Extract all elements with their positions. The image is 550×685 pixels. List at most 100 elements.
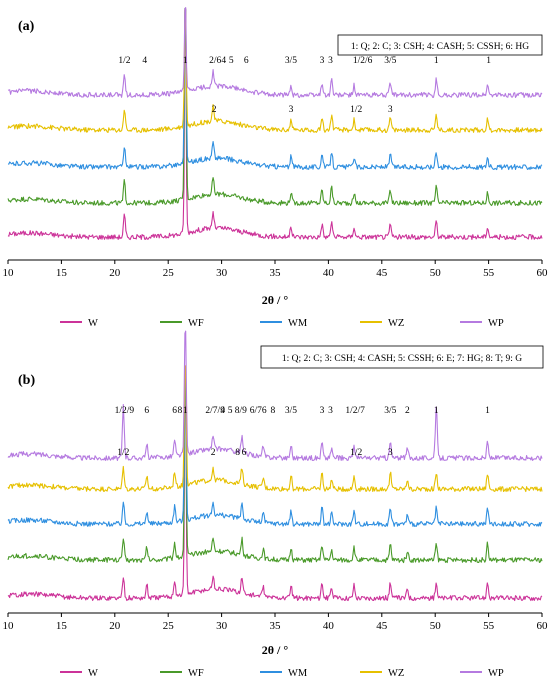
legend-label-wz: WZ [388,318,404,329]
series-line-w [7,368,543,602]
peak-label: 4 [221,56,226,66]
peak-label: 6 [262,406,267,416]
x-axis-label-a: 2θ / ° [262,293,289,307]
series-line-w [7,8,543,241]
peak-label: 3 [320,406,325,416]
x-tick-label: 50 [430,620,442,632]
legend-label-wz: WZ [388,668,404,679]
panel-a: (a) 1: Q; 2: C; 3: CSH; 4: CASH; 5: CSSH… [3,7,549,329]
peak-label: 2/6 [209,56,221,66]
peak-label: 6 [244,56,249,66]
x-tick-label: 15 [56,267,68,279]
peak-label: 8 [235,448,240,458]
x-tick-label: 60 [537,620,549,632]
x-tick-label: 25 [163,267,175,279]
x-tick-label: 10 [3,620,15,632]
peak-label: 5 [229,56,234,66]
legend-box-text-b: 1: Q; 2: C; 3: CSH; 4: CASH; 5: CSSH; 6:… [282,354,522,364]
peak-label: 1/2/6 [353,56,373,66]
legend-box-text-a: 1: Q; 2: C; 3: CSH; 4: CASH; 5: CSSH; 6:… [351,42,529,52]
peak-label: 8 [178,406,183,416]
peak-label: 2 [211,448,216,458]
legend-label-w: W [88,318,98,329]
peak-label: 3/5 [285,406,297,416]
legend-label-wm: WM [288,668,308,679]
peak-label: 1 [183,56,188,66]
legend-label-wp: WP [488,668,504,679]
x-tick-label: 50 [430,267,442,279]
x-tick-label: 45 [376,620,388,632]
peak-label: 3 [388,105,393,115]
x-tick-label: 40 [323,267,335,279]
peak-label: 1/2 [118,56,130,66]
peak-label: 1 [183,406,188,416]
x-ticks-b: 10 15 20 25 30 35 40 45 50 55 60 [3,613,549,632]
peak-label: 6 [172,406,177,416]
x-tick-label: 55 [483,620,495,632]
legend-box-frame-a [337,34,543,56]
x-tick-label: 40 [323,620,335,632]
peak-label: 2 [212,105,217,115]
legend-b: W WF WM WZ WP [60,668,504,679]
peak-label: 4 [220,406,225,416]
x-tick-label: 20 [109,620,121,632]
x-tick-label: 35 [270,620,282,632]
peak-label: 1/2/9 [115,406,135,416]
x-tick-label: 45 [376,267,388,279]
x-ticks-a: 10 15 20 25 30 35 40 45 50 55 60 [3,260,549,279]
series-line-wz [7,365,543,493]
peak-label: 3 [388,448,393,458]
legend-label-w: W [88,668,98,679]
legend-box-frame-b [260,345,544,369]
x-tick-label: 10 [3,267,15,279]
peak-label: 1 [485,406,490,416]
x-tick-label: 15 [56,620,68,632]
x-tick-label: 25 [163,620,175,632]
legend-label-wf: WF [188,318,204,329]
peak-label: 3 [289,105,294,115]
x-tick-label: 30 [216,620,228,632]
spectra-group-b [7,330,543,602]
x-tick-label: 60 [537,267,549,279]
legend-label-wp: WP [488,318,504,329]
peak-label: 2 [405,406,410,416]
peak-annotations-b: 1/2/9 6 6 8 1 2/7/94 5 8/9 6/7 6 8 3/5 3 3 1/2/7 3/5 2 1 1… [115,406,490,458]
peak-label: 1 [486,56,491,66]
peak-label: 1/2 [117,448,129,458]
peak-annotations-a: 1/2 4 1 2/6 4 5 6 3/5 3 3 1/2/6 3/5 1 12 3 1/2 3 [118,56,491,115]
series-line-wf [7,7,543,207]
peak-label: 6 [242,448,247,458]
peak-label: 3 [328,56,333,66]
x-tick-label: 20 [109,267,121,279]
peak-label: 3 [320,56,325,66]
peak-label: 1 [434,56,439,66]
spectra-group-a [7,7,543,241]
series-line-wm [7,367,543,528]
x-tick-label: 30 [216,267,228,279]
peak-label: 1 [434,406,439,416]
series-line-wf [7,368,543,564]
peak-label: 3/5 [285,56,297,66]
peak-label: 6 [144,406,149,416]
peak-label: 3/5 [384,406,396,416]
x-tick-label: 35 [270,267,282,279]
x-tick-label: 55 [483,267,495,279]
peak-label: 6/7 [250,406,262,416]
panel-label-a: (a) [18,19,35,34]
peak-label: 3 [328,406,333,416]
legend-label-wf: WF [188,668,204,679]
peak-label: 5 [228,406,233,416]
peak-label: 4 [142,56,147,66]
legend-label-wm: WM [288,318,308,329]
peak-label: 1/2 [350,448,362,458]
series-line-wp [7,7,543,99]
peak-label: 2/7/9 [205,406,225,416]
panel-b: (b) 1: Q; 2: C; 3: CSH; 4: CASH; 5: CSSH… [3,330,549,679]
peak-label: 1/2 [350,105,362,115]
series-line-wz [7,9,543,133]
legend-a: W WF WM WZ WP [60,318,504,329]
peak-label: 8/9 [235,406,247,416]
panel-label-b: (b) [18,373,35,388]
series-line-wm [7,10,543,171]
